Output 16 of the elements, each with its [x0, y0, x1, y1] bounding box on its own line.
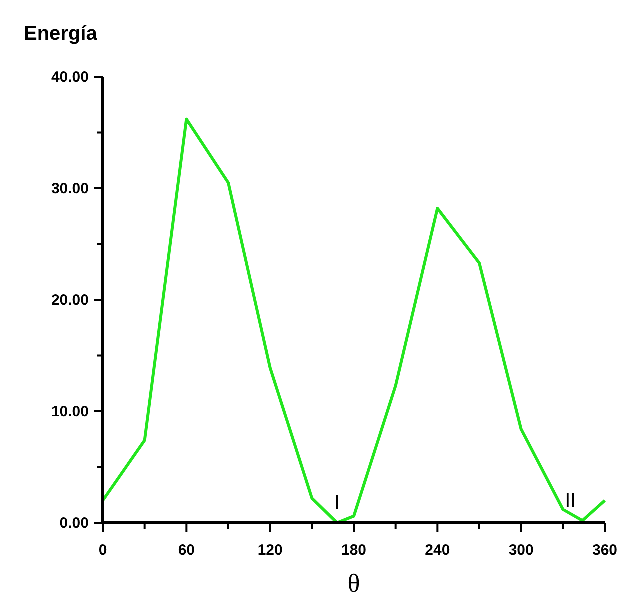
- chart-title: Energía: [24, 23, 98, 45]
- annotation: II: [565, 490, 576, 512]
- x-tick-label: 180: [341, 542, 367, 559]
- y-tick-label: 40.00: [51, 69, 89, 86]
- x-tick-label: 360: [592, 542, 618, 559]
- x-tick-label: 300: [508, 542, 534, 559]
- y-tick-label: 0.00: [60, 515, 89, 532]
- x-tick-label: 0: [98, 542, 108, 559]
- y-tick-label: 30.00: [51, 180, 89, 198]
- x-tick-label: 60: [178, 542, 196, 559]
- x-tick-label: 240: [425, 542, 450, 559]
- x-axis-title: θ: [348, 569, 360, 598]
- annotation: I: [334, 492, 340, 514]
- x-tick-label: 120: [258, 542, 283, 559]
- y-tick-label: 20.00: [51, 292, 89, 309]
- y-tick-label: 10.00: [51, 404, 89, 420]
